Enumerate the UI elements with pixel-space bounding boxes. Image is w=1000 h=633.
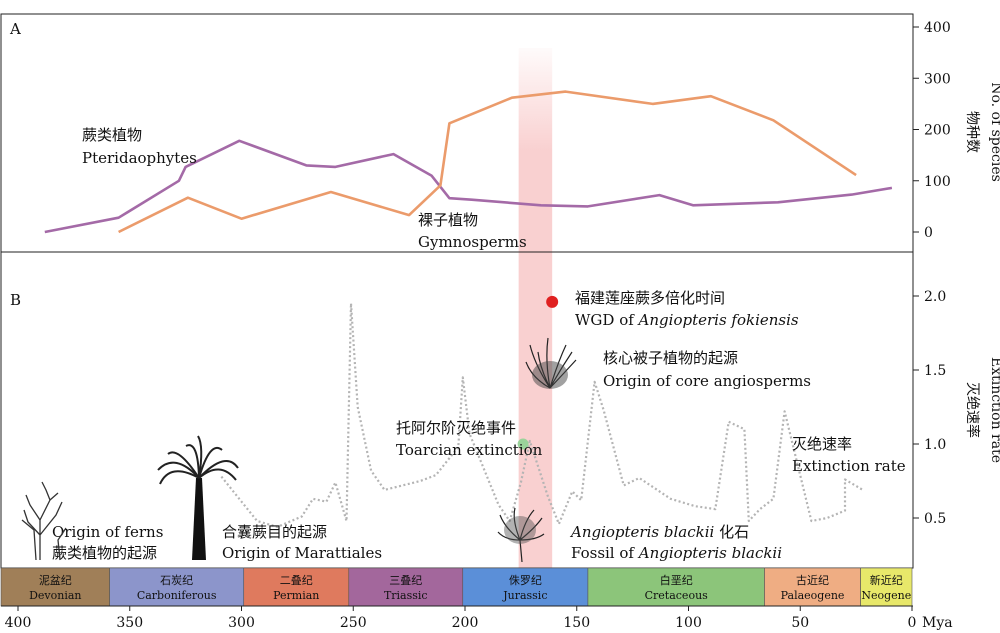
- panel-b-series: [220, 295, 864, 529]
- core-angiosperms-label-en: Origin of core angiosperms: [603, 372, 811, 390]
- pteridophytes-label-cn: 蕨类植物: [82, 126, 142, 144]
- marattiales-label-cn: 合囊蕨目的起源: [222, 523, 327, 541]
- x-axis-tick-label: 150: [563, 615, 590, 631]
- jurassic-highlight-band: [518, 48, 553, 568]
- right-axis-b-title: 灭绝速率 Extinction rate: [964, 357, 1000, 463]
- period-label-en: Carboniferous: [137, 589, 217, 602]
- wgd-label-cn: 福建莲座蕨多倍化时间: [575, 289, 725, 307]
- axis-b-title-en: Extinction rate: [988, 357, 1000, 463]
- x-axis-tick-label: 300: [228, 615, 255, 631]
- right-axis-a-title: 物种数 No. of species: [964, 82, 1000, 182]
- series-line-extinction-rate: [220, 302, 864, 529]
- gymnosperms-label-en: Gymnosperms: [418, 233, 527, 251]
- fossil-en-prefix: Fossil of: [571, 544, 639, 562]
- series-line-gymnosperms: [118, 90, 857, 234]
- period-label-en: Palaeogene: [781, 589, 845, 602]
- x-axis-tick-label: 250: [340, 615, 367, 631]
- period-jurassic: [462, 567, 589, 607]
- x-axis-unit: Mya: [922, 615, 953, 631]
- axis-b-tick-label: 0.5: [924, 511, 946, 527]
- panel-a-series: [44, 90, 893, 234]
- extinction-rate-label-cn: 灭绝速率: [792, 435, 852, 453]
- origin-ferns-label-cn: 蕨类植物的起源: [52, 544, 157, 562]
- x-axis-tick-label: 350: [116, 615, 143, 631]
- core-angiosperms-label-cn: 核心被子植物的起源: [603, 349, 738, 367]
- tree-fern-illustration: [157, 435, 239, 560]
- pteridophytes-label-en: Pteridaophytes: [82, 149, 197, 167]
- fossil-species-a: Angiopteris blackii: [569, 523, 714, 541]
- panel-b-frame: [0, 251, 914, 569]
- period-label-en: Jurassic: [502, 589, 547, 602]
- x-axis: 400 350 300 250 200 150 100 50 0 Mya: [1, 605, 953, 631]
- wgd-label-en: WGD of Angiopteris fokiensis: [575, 311, 799, 329]
- axis-a-tick-label: 200: [924, 123, 951, 139]
- gymnosperms-label-cn: 裸子植物: [418, 211, 478, 229]
- axis-a-tick-label: 300: [924, 71, 951, 87]
- angiopteris-illustration: [525, 337, 577, 389]
- origin-ferns-label-en: Origin of ferns: [52, 523, 163, 541]
- x-axis-tick-label: 0: [908, 615, 917, 631]
- period-triassic: [348, 567, 464, 607]
- period-label-en: Cretaceous: [645, 589, 709, 602]
- right-axis-b-ticks: 0.5 1.0 1.5 2.0: [913, 289, 946, 527]
- axis-b-tick-label: 1.5: [924, 363, 946, 379]
- wgd-prefix: WGD of: [575, 311, 639, 329]
- period-label-cn: 石炭纪: [160, 574, 193, 587]
- axis-b-title-cn: 灭绝速率: [964, 382, 981, 438]
- period-label-en: Permian: [273, 589, 319, 602]
- period-label-cn: 古近纪: [796, 574, 829, 587]
- period-label-en: Triassic: [384, 589, 428, 602]
- axis-a-title-en: No. of species: [988, 82, 1000, 182]
- toarcian-label-en: Toarcian extinction: [396, 441, 543, 459]
- axis-a-tick-label: 100: [924, 174, 951, 190]
- toarcian-label-cn: 托阿尔阶灭绝事件: [396, 419, 516, 437]
- period-label-cn: 三叠纪: [389, 574, 422, 587]
- panel-a-label: A: [9, 20, 21, 38]
- fossil-label-cn: Angiopteris blackii 化石: [569, 523, 749, 541]
- period-palaeogene: [764, 567, 861, 607]
- geologic-timescale: 泥盆纪 Devonian 石炭纪 Carboniferous 二叠纪 Permian 三叠纪…: [0, 567, 913, 607]
- right-axis-a-ticks: 0 100 200 300 400: [913, 20, 951, 241]
- toarcian-marker: [517, 438, 529, 450]
- period-label-cn: 白垩纪: [660, 573, 693, 587]
- period-label-cn: 侏罗纪: [509, 574, 542, 587]
- marattiales-label-en: Origin of Marattiales: [222, 544, 382, 562]
- fossil-label-en: Fossil of Angiopteris blackii: [571, 544, 782, 562]
- wgd-species: Angiopteris fokiensis: [637, 311, 799, 329]
- period-label-cn: 二叠纪: [280, 574, 313, 587]
- period-label-en: Devonian: [29, 589, 81, 602]
- x-axis-tick-label: 50: [791, 615, 809, 631]
- x-axis-tick-label: 100: [675, 615, 702, 631]
- axis-a-tick-label: 400: [924, 20, 951, 36]
- period-label-en: Neogene: [861, 589, 911, 602]
- extinction-rate-label-en: Extinction rate: [792, 457, 906, 475]
- axis-a-tick-label: 0: [924, 225, 933, 241]
- early-fern-illustration: [21, 481, 67, 561]
- period-cretaceous: [587, 567, 765, 607]
- period-devonian: [0, 567, 110, 607]
- wgd-marker: [546, 295, 559, 308]
- period-label-cn: 新近纪: [870, 573, 903, 587]
- axis-b-tick-label: 1.0: [924, 437, 946, 453]
- angiopteris-fossil-illustration: [497, 507, 545, 563]
- period-label-cn: 泥盆纪: [39, 573, 72, 587]
- x-axis-tick-label: 200: [452, 615, 479, 631]
- fossil-cn-suffix: 化石: [714, 523, 749, 541]
- panel-b-label: B: [10, 291, 21, 309]
- axis-a-title-cn: 物种数: [964, 111, 980, 153]
- x-axis-tick-label: 400: [5, 615, 32, 631]
- fossil-species-b: Angiopteris blackii: [637, 544, 782, 562]
- axis-b-tick-label: 2.0: [924, 289, 946, 305]
